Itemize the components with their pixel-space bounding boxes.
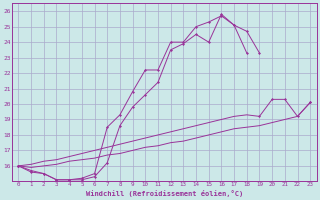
X-axis label: Windchill (Refroidissement éolien,°C): Windchill (Refroidissement éolien,°C) [86,190,243,197]
